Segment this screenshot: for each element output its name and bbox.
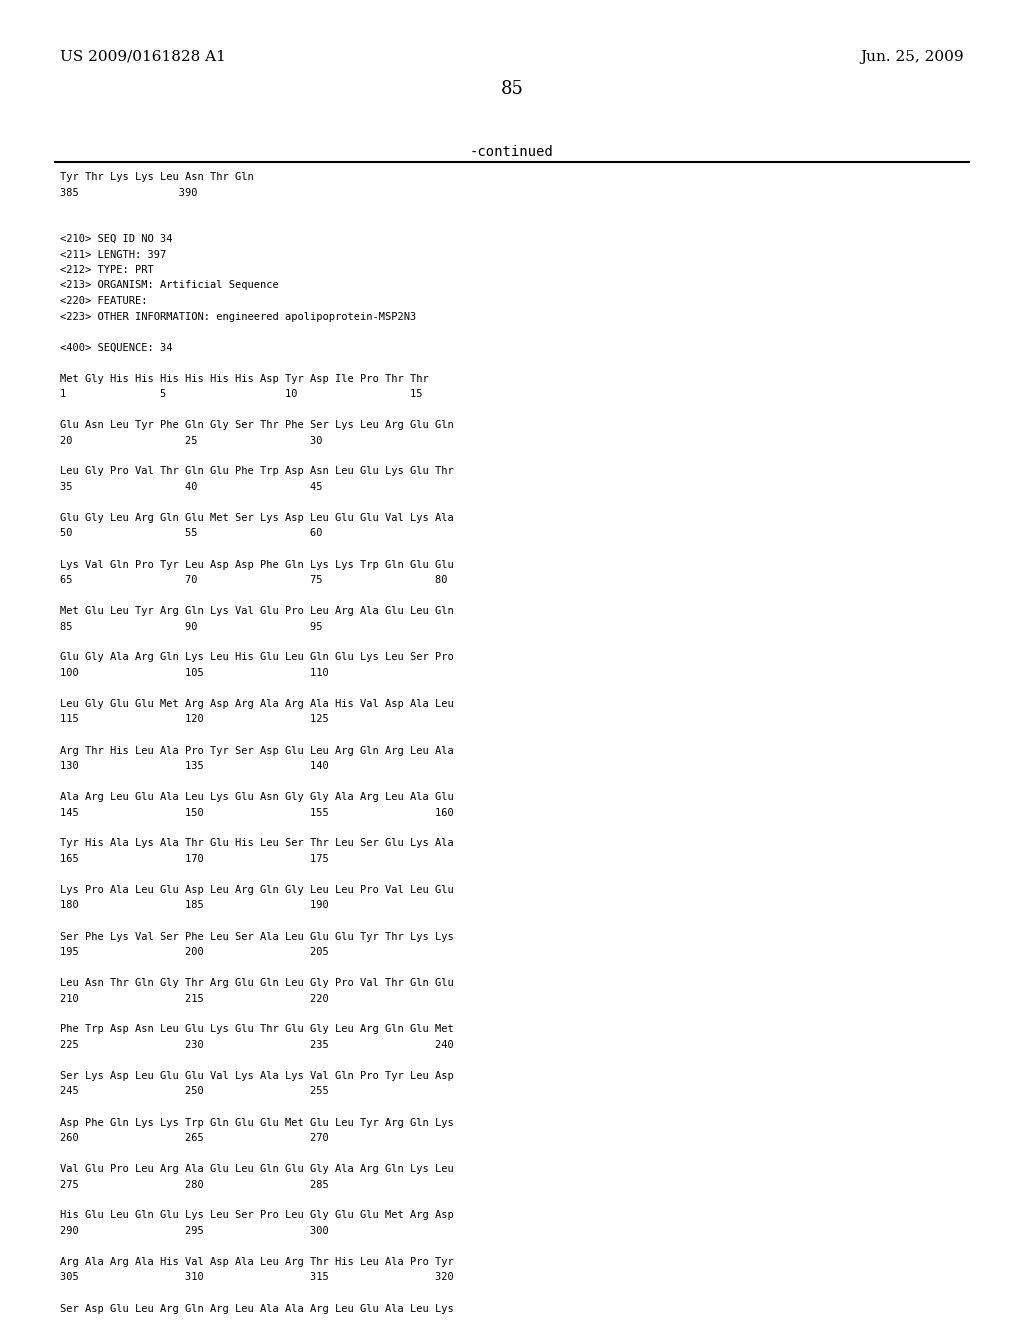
Text: Ser Phe Lys Val Ser Phe Leu Ser Ala Leu Glu Glu Tyr Thr Lys Lys: Ser Phe Lys Val Ser Phe Leu Ser Ala Leu …: [60, 932, 454, 941]
Text: 1               5                   10                  15: 1 5 10 15: [60, 389, 423, 399]
Text: 180                 185                 190: 180 185 190: [60, 900, 329, 911]
Text: 115                 120                 125: 115 120 125: [60, 714, 329, 725]
Text: 145                 150                 155                 160: 145 150 155 160: [60, 808, 454, 817]
Text: <213> ORGANISM: Artificial Sequence: <213> ORGANISM: Artificial Sequence: [60, 281, 279, 290]
Text: Arg Ala Arg Ala His Val Asp Ala Leu Arg Thr His Leu Ala Pro Tyr: Arg Ala Arg Ala His Val Asp Ala Leu Arg …: [60, 1257, 454, 1267]
Text: <220> FEATURE:: <220> FEATURE:: [60, 296, 147, 306]
Text: <223> OTHER INFORMATION: engineered apolipoprotein-MSP2N3: <223> OTHER INFORMATION: engineered apol…: [60, 312, 416, 322]
Text: Met Gly His His His His His His Asp Tyr Asp Ile Pro Thr Thr: Met Gly His His His His His His Asp Tyr …: [60, 374, 429, 384]
Text: <211> LENGTH: 397: <211> LENGTH: 397: [60, 249, 166, 260]
Text: Tyr Thr Lys Lys Leu Asn Thr Gln: Tyr Thr Lys Lys Leu Asn Thr Gln: [60, 172, 254, 182]
Text: Glu Asn Leu Tyr Phe Gln Gly Ser Thr Phe Ser Lys Leu Arg Glu Gln: Glu Asn Leu Tyr Phe Gln Gly Ser Thr Phe …: [60, 420, 454, 430]
Text: 50                  55                  60: 50 55 60: [60, 528, 323, 539]
Text: Lys Pro Ala Leu Glu Asp Leu Arg Gln Gly Leu Leu Pro Val Leu Glu: Lys Pro Ala Leu Glu Asp Leu Arg Gln Gly …: [60, 884, 454, 895]
Text: <212> TYPE: PRT: <212> TYPE: PRT: [60, 265, 154, 275]
Text: <400> SEQUENCE: 34: <400> SEQUENCE: 34: [60, 342, 172, 352]
Text: 305                 310                 315                 320: 305 310 315 320: [60, 1272, 454, 1283]
Text: 130                 135                 140: 130 135 140: [60, 762, 329, 771]
Text: 385                390: 385 390: [60, 187, 198, 198]
Text: Met Glu Leu Tyr Arg Gln Lys Val Glu Pro Leu Arg Ala Glu Leu Gln: Met Glu Leu Tyr Arg Gln Lys Val Glu Pro …: [60, 606, 454, 616]
Text: Ser Lys Asp Leu Glu Glu Val Lys Ala Lys Val Gln Pro Tyr Leu Asp: Ser Lys Asp Leu Glu Glu Val Lys Ala Lys …: [60, 1071, 454, 1081]
Text: Glu Gly Ala Arg Gln Lys Leu His Glu Leu Gln Glu Lys Leu Ser Pro: Glu Gly Ala Arg Gln Lys Leu His Glu Leu …: [60, 652, 454, 663]
Text: Tyr His Ala Lys Ala Thr Glu His Leu Ser Thr Leu Ser Glu Lys Ala: Tyr His Ala Lys Ala Thr Glu His Leu Ser …: [60, 838, 454, 849]
Text: 165                 170                 175: 165 170 175: [60, 854, 329, 865]
Text: Ala Arg Leu Glu Ala Leu Lys Glu Asn Gly Gly Ala Arg Leu Ala Glu: Ala Arg Leu Glu Ala Leu Lys Glu Asn Gly …: [60, 792, 454, 803]
Text: 100                 105                 110: 100 105 110: [60, 668, 329, 678]
Text: Lys Val Gln Pro Tyr Leu Asp Asp Phe Gln Lys Lys Trp Gln Glu Glu: Lys Val Gln Pro Tyr Leu Asp Asp Phe Gln …: [60, 560, 454, 569]
Text: Arg Thr His Leu Ala Pro Tyr Ser Asp Glu Leu Arg Gln Arg Leu Ala: Arg Thr His Leu Ala Pro Tyr Ser Asp Glu …: [60, 746, 454, 755]
Text: Glu Gly Leu Arg Gln Glu Met Ser Lys Asp Leu Glu Glu Val Lys Ala: Glu Gly Leu Arg Gln Glu Met Ser Lys Asp …: [60, 513, 454, 523]
Text: Leu Gly Glu Glu Met Arg Asp Arg Ala Arg Ala His Val Asp Ala Leu: Leu Gly Glu Glu Met Arg Asp Arg Ala Arg …: [60, 700, 454, 709]
Text: 210                 215                 220: 210 215 220: [60, 994, 329, 1003]
Text: <210> SEQ ID NO 34: <210> SEQ ID NO 34: [60, 234, 172, 244]
Text: 65                  70                  75                  80: 65 70 75 80: [60, 576, 447, 585]
Text: 225                 230                 235                 240: 225 230 235 240: [60, 1040, 454, 1049]
Text: -continued: -continued: [470, 145, 554, 158]
Text: 275                 280                 285: 275 280 285: [60, 1180, 329, 1189]
Text: Val Glu Pro Leu Arg Ala Glu Leu Gln Glu Gly Ala Arg Gln Lys Leu: Val Glu Pro Leu Arg Ala Glu Leu Gln Glu …: [60, 1164, 454, 1173]
Text: Leu Asn Thr Gln Gly Thr Arg Glu Gln Leu Gly Pro Val Thr Gln Glu: Leu Asn Thr Gln Gly Thr Arg Glu Gln Leu …: [60, 978, 454, 987]
Text: 20                  25                  30: 20 25 30: [60, 436, 323, 446]
Text: Ser Asp Glu Leu Arg Gln Arg Leu Ala Ala Arg Leu Glu Ala Leu Lys: Ser Asp Glu Leu Arg Gln Arg Leu Ala Ala …: [60, 1304, 454, 1313]
Text: 85                  90                  95: 85 90 95: [60, 622, 323, 631]
Text: Leu Gly Pro Val Thr Gln Glu Phe Trp Asp Asn Leu Glu Lys Glu Thr: Leu Gly Pro Val Thr Gln Glu Phe Trp Asp …: [60, 466, 454, 477]
Text: 245                 250                 255: 245 250 255: [60, 1086, 329, 1097]
Text: Phe Trp Asp Asn Leu Glu Lys Glu Thr Glu Gly Leu Arg Gln Glu Met: Phe Trp Asp Asn Leu Glu Lys Glu Thr Glu …: [60, 1024, 454, 1035]
Text: 85: 85: [501, 81, 523, 98]
Text: Asp Phe Gln Lys Lys Trp Gln Glu Glu Met Glu Leu Tyr Arg Gln Lys: Asp Phe Gln Lys Lys Trp Gln Glu Glu Met …: [60, 1118, 454, 1127]
Text: 35                  40                  45: 35 40 45: [60, 482, 323, 492]
Text: 195                 200                 205: 195 200 205: [60, 946, 329, 957]
Text: 260                 265                 270: 260 265 270: [60, 1133, 329, 1143]
Text: Jun. 25, 2009: Jun. 25, 2009: [860, 50, 964, 63]
Text: His Glu Leu Gln Glu Lys Leu Ser Pro Leu Gly Glu Glu Met Arg Asp: His Glu Leu Gln Glu Lys Leu Ser Pro Leu …: [60, 1210, 454, 1221]
Text: US 2009/0161828 A1: US 2009/0161828 A1: [60, 50, 226, 63]
Text: 290                 295                 300: 290 295 300: [60, 1226, 329, 1236]
